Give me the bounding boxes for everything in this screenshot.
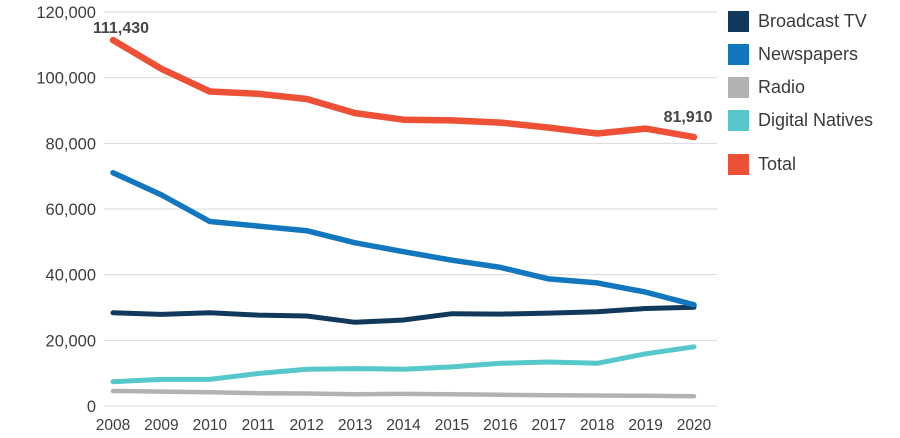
- legend-label: Total: [758, 154, 797, 174]
- series-line-digital-natives: [110, 344, 697, 385]
- legend-item-total: Total: [728, 154, 873, 175]
- x-axis-tick-label-2011: 2011: [242, 417, 275, 434]
- annotation-111-430: 111,430: [93, 20, 149, 37]
- x-axis-tick-label-2009: 2009: [144, 417, 178, 434]
- legend-swatch-broadcast-tv: [728, 11, 749, 32]
- legend-label: Digital Natives: [758, 110, 874, 130]
- x-axis-tick-label-2019: 2019: [628, 417, 662, 434]
- legend-swatch-radio: [728, 77, 749, 98]
- x-axis-tick-label-2010: 2010: [193, 417, 228, 434]
- series-line-total: [109, 36, 698, 141]
- x-axis-tick-label-2012: 2012: [289, 417, 323, 434]
- y-axis-tick-label: 120,000: [36, 4, 96, 22]
- x-axis-tick-label-2013: 2013: [338, 417, 372, 434]
- legend-item-digital-natives: Digital Natives: [728, 110, 873, 131]
- y-axis-tick-label: 80,000: [46, 135, 96, 153]
- y-axis-tick-label: 40,000: [46, 267, 96, 285]
- legend-label: Broadcast TV: [758, 11, 867, 31]
- x-axis-tick-label-2020: 2020: [677, 417, 712, 434]
- legend-item-newspapers: Newspapers: [728, 44, 873, 65]
- legend-label: Newspapers: [758, 44, 859, 64]
- x-axis-tick-label-2018: 2018: [580, 417, 614, 434]
- x-axis-tick-label-2008: 2008: [96, 417, 130, 434]
- x-axis-tick-label-2017: 2017: [532, 417, 566, 434]
- legend-item-radio: Radio: [728, 77, 873, 98]
- x-axis-tick-label-2015: 2015: [435, 417, 469, 434]
- y-axis-tick-label: 20,000: [46, 332, 96, 350]
- legend-item-broadcast-tv: Broadcast TV: [728, 11, 873, 32]
- annotation-81-910: 81,910: [664, 109, 713, 126]
- legend: Broadcast TV Newspapers Radio Digital Nativ…: [728, 11, 873, 187]
- y-axis-tick-label: 100,000: [36, 70, 96, 88]
- legend-swatch-digital-natives: [728, 110, 749, 131]
- legend-swatch-total: [728, 154, 749, 175]
- x-axis-tick-label-2014: 2014: [386, 417, 421, 434]
- y-axis-tick-label: 0: [87, 398, 96, 416]
- series-line-radio: [110, 388, 697, 399]
- legend-swatch-newspapers: [728, 44, 749, 65]
- series-line-broadcast-tv: [110, 304, 697, 325]
- x-axis-tick-label-2016: 2016: [483, 417, 517, 434]
- y-axis-tick-label: 60,000: [46, 201, 96, 219]
- legend-label: Radio: [758, 77, 806, 97]
- series-line-newspapers: [110, 169, 697, 308]
